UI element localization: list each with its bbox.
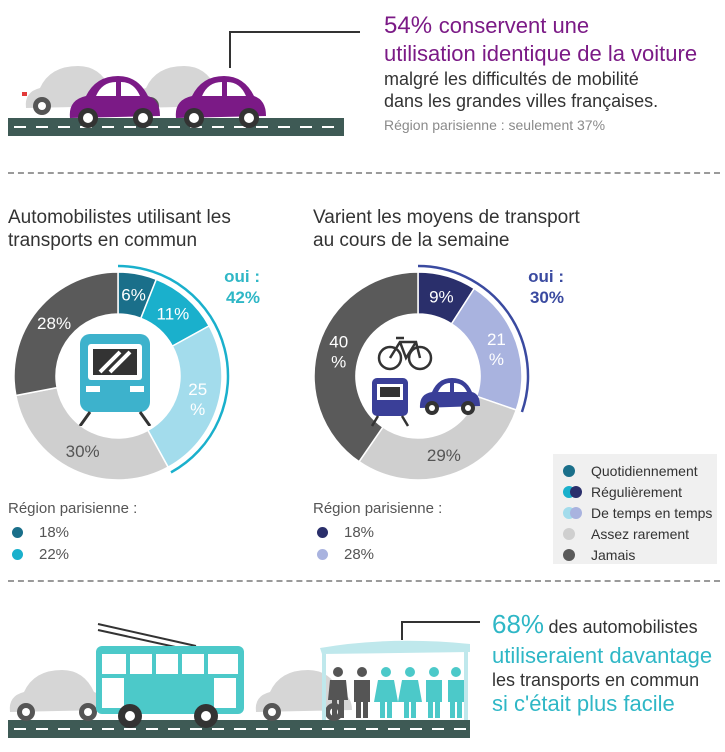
chart1-oui-value: 42% <box>225 288 260 307</box>
legend-dot <box>12 548 23 560</box>
donut-slice-label: 28% <box>37 314 71 333</box>
car-icon <box>419 378 480 415</box>
bottom-stat-line4: si c'était plus facile <box>492 691 675 716</box>
donut-slice-label: 9% <box>429 287 454 306</box>
bottom-stat-block: 68% des automobilistes utiliseraient dav… <box>492 610 724 717</box>
donut-slice <box>14 386 170 481</box>
divider-bottom <box>8 580 720 582</box>
legend-label: Assez rarement <box>591 525 690 542</box>
divider-top <box>8 172 720 174</box>
donut-slice-label: 11% <box>157 305 190 324</box>
legend-item-jamais: Jamais <box>563 544 717 565</box>
chart2-region-title: Région parisienne : <box>313 500 443 517</box>
top-stat-line1: conservent une <box>438 13 590 38</box>
top-stat-line2: utilisation identique de la voiture <box>384 41 698 66</box>
chart1-region: Région parisienne : 18% 22% <box>8 500 137 565</box>
donut-chart-1: 6% 11% 25 % 30% 28% <box>13 264 230 481</box>
chart2-region: Région parisienne : 18% 28% <box>313 500 442 565</box>
legend: Quotidiennement Régulièrement De temps e… <box>553 454 717 564</box>
chart2-title: Varient les moyens de transport au cours… <box>313 207 580 251</box>
donut-chart-2: 9% 21 % 29% 40% <box>313 264 530 481</box>
donut-slice-label: 40% <box>329 332 348 371</box>
legend-item-quotidiennement: Quotidiennement <box>563 460 717 481</box>
chart2-oui: oui : 30% <box>520 266 564 308</box>
donut-slice <box>13 271 119 397</box>
legend-item-assez-rarement: Assez rarement <box>563 523 717 544</box>
legend-label: Jamais <box>591 546 636 563</box>
chart2-oui-value: 30% <box>529 288 564 307</box>
chart1-oui-label: oui : <box>224 267 260 286</box>
chart1-region-value-2: 22% <box>39 545 70 563</box>
legend-label: De temps en temps <box>591 504 713 521</box>
legend-dot <box>12 526 23 538</box>
chart1-oui: oui : 42% <box>216 266 260 308</box>
bottom-stat-line1: des automobilistes <box>548 617 698 637</box>
cars-illustration <box>8 31 360 136</box>
top-stat-line5: Région parisienne : seulement 37% <box>384 117 606 133</box>
oui-arc <box>417 264 530 413</box>
bicycle-icon <box>377 336 433 371</box>
legend-label: Régulièrement <box>591 483 683 500</box>
top-stat-line4: dans les grandes villes françaises. <box>384 91 659 111</box>
legend-item-de-temps-en-temps: De temps en temps <box>563 502 717 523</box>
donut-slice-label: 21% <box>487 330 506 369</box>
chart2-oui-label: oui : <box>528 267 564 286</box>
chart2-region-value-1: 18% <box>344 523 375 541</box>
chart1-title: Automobilistes utilisant les transports … <box>8 207 231 251</box>
donut-slice <box>146 324 223 469</box>
top-stat-pct: 54% <box>384 12 433 39</box>
tram-icon <box>78 334 152 426</box>
bus-icon <box>370 378 410 427</box>
donut-slice-label: 30% <box>66 442 100 461</box>
chart1-region-value-1: 18% <box>39 523 70 541</box>
legend-dot <box>317 526 328 538</box>
donut-slice-label: 6% <box>121 285 146 304</box>
chart2-region-value-2: 28% <box>344 545 375 563</box>
transport-mix-icon <box>370 336 480 427</box>
oui-arc <box>117 264 230 474</box>
donut-slice-label: 25% <box>188 380 207 419</box>
legend-item-regulierement: Régulièrement <box>563 481 717 502</box>
donut-slice-label: 29% <box>427 446 461 465</box>
people-icon <box>328 667 464 718</box>
legend-dot <box>317 548 328 560</box>
top-stat-line3: malgré les difficultés de mobilité <box>384 69 639 89</box>
donut-slice <box>357 395 518 481</box>
top-stat-block: 54% conservent une utilisation identique… <box>384 12 724 136</box>
bus-stop-illustration <box>8 621 480 738</box>
legend-label: Quotidiennement <box>591 462 698 479</box>
bottom-stat-line2: utiliseraient davantage <box>492 643 713 668</box>
bottom-stat-line3: les transports en commun <box>492 670 700 690</box>
chart1-region-title: Région parisienne : <box>8 500 138 517</box>
bottom-stat-pct: 68% <box>492 609 545 639</box>
donut-slice <box>313 271 419 463</box>
